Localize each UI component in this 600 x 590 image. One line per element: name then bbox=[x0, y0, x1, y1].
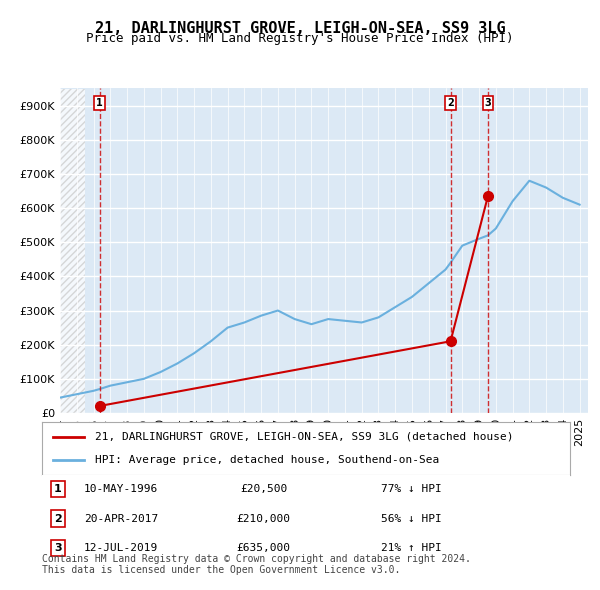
Text: Contains HM Land Registry data © Crown copyright and database right 2024.
This d: Contains HM Land Registry data © Crown c… bbox=[42, 553, 471, 575]
Text: 20-APR-2017: 20-APR-2017 bbox=[84, 514, 158, 523]
Text: 1: 1 bbox=[54, 484, 62, 494]
Text: 56% ↓ HPI: 56% ↓ HPI bbox=[381, 514, 442, 523]
Text: £20,500: £20,500 bbox=[240, 484, 287, 494]
Text: £210,000: £210,000 bbox=[237, 514, 291, 523]
Text: HPI: Average price, detached house, Southend-on-Sea: HPI: Average price, detached house, Sout… bbox=[95, 455, 439, 465]
Text: Price paid vs. HM Land Registry's House Price Index (HPI): Price paid vs. HM Land Registry's House … bbox=[86, 32, 514, 45]
Text: 12-JUL-2019: 12-JUL-2019 bbox=[84, 543, 158, 553]
Text: 3: 3 bbox=[485, 99, 491, 108]
Bar bbox=[60, 88, 85, 413]
Text: 21, DARLINGHURST GROVE, LEIGH-ON-SEA, SS9 3LG (detached house): 21, DARLINGHURST GROVE, LEIGH-ON-SEA, SS… bbox=[95, 432, 513, 442]
Text: 2: 2 bbox=[54, 514, 62, 523]
Text: 21% ↑ HPI: 21% ↑ HPI bbox=[381, 543, 442, 553]
Text: 3: 3 bbox=[54, 543, 62, 553]
Text: 1: 1 bbox=[96, 99, 103, 108]
Text: 21, DARLINGHURST GROVE, LEIGH-ON-SEA, SS9 3LG: 21, DARLINGHURST GROVE, LEIGH-ON-SEA, SS… bbox=[95, 21, 505, 35]
Text: 77% ↓ HPI: 77% ↓ HPI bbox=[381, 484, 442, 494]
Text: 2: 2 bbox=[447, 99, 454, 108]
Text: 10-MAY-1996: 10-MAY-1996 bbox=[84, 484, 158, 494]
Text: £635,000: £635,000 bbox=[237, 543, 291, 553]
